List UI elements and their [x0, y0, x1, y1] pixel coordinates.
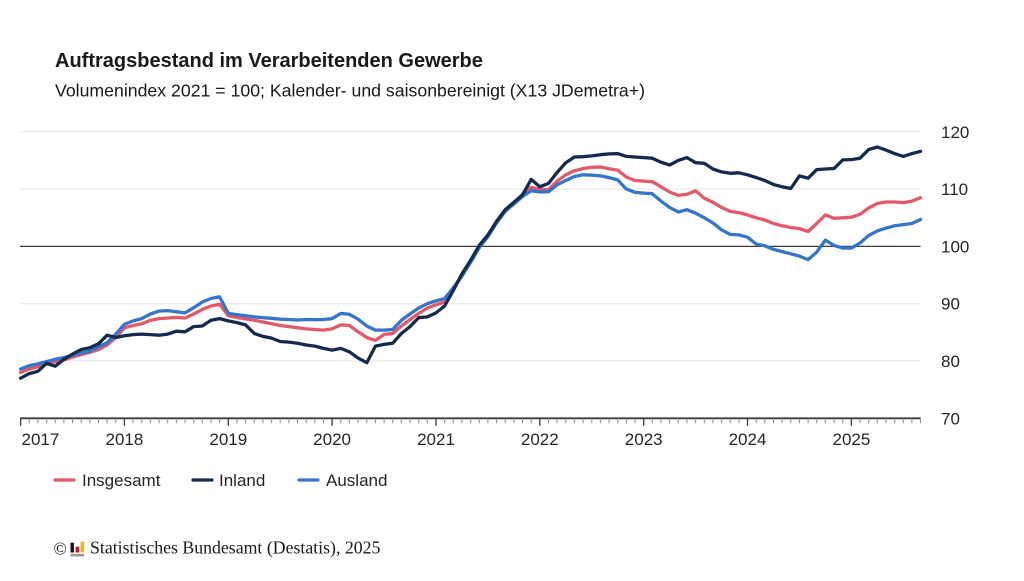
svg-text:2025: 2025	[832, 430, 870, 449]
svg-text:90: 90	[941, 295, 960, 314]
svg-text:Ausland: Ausland	[326, 471, 387, 490]
svg-text:2019: 2019	[209, 430, 247, 449]
svg-text:2022: 2022	[521, 430, 559, 449]
svg-text:Insgesamt: Insgesamt	[82, 471, 161, 490]
svg-text:Auftragsbestand im Verarbeiten: Auftragsbestand im Verarbeitenden Gewerb…	[55, 50, 483, 72]
svg-text:Statistisches Bundesamt (Desta: Statistisches Bundesamt (Destatis), 2025	[90, 537, 381, 558]
svg-text:70: 70	[941, 409, 960, 428]
svg-text:2020: 2020	[313, 430, 351, 449]
svg-text:Inland: Inland	[219, 471, 265, 490]
svg-text:2021: 2021	[417, 430, 455, 449]
svg-text:100: 100	[941, 237, 969, 256]
svg-text:2018: 2018	[105, 430, 143, 449]
svg-text:2024: 2024	[729, 430, 767, 449]
svg-text:©: ©	[54, 538, 67, 558]
svg-text:120: 120	[941, 123, 969, 142]
svg-text:Volumenindex 2021 = 100; Kalen: Volumenindex 2021 = 100; Kalender- und s…	[55, 81, 645, 101]
svg-text:2023: 2023	[625, 430, 663, 449]
svg-text:80: 80	[941, 352, 960, 371]
svg-text:110: 110	[941, 180, 968, 199]
svg-text:2017: 2017	[22, 430, 60, 449]
